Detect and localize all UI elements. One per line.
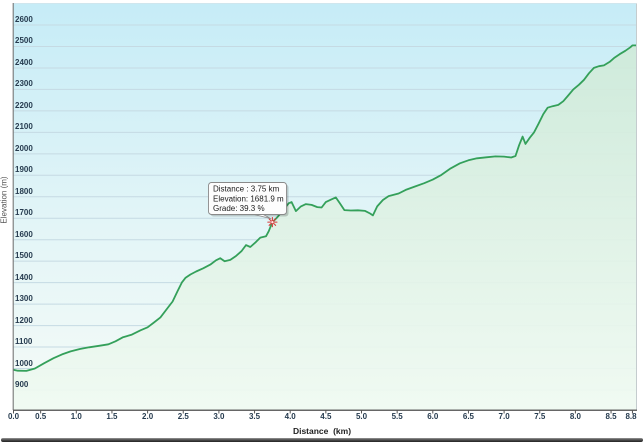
tooltip-callout: Distance : 3.75 km Elevation: 1681.9 m G… — [208, 182, 289, 220]
y-axis-title: Elevation (m) — [0, 176, 9, 224]
y-tick-label: 1200 — [15, 315, 33, 325]
tooltip-distance: Distance : 3.75 km — [213, 185, 280, 194]
y-tick-label: 1600 — [15, 229, 33, 239]
y-tick-label: 1300 — [15, 294, 33, 304]
x-tick-label: 5.5 — [391, 412, 403, 421]
y-tick-label: 1800 — [15, 186, 33, 196]
x-tick-label: 1.5 — [106, 412, 118, 421]
x-tick-label: 8.0 — [569, 412, 581, 421]
x-tick-label: 0.5 — [35, 412, 47, 421]
y-tick-label: 1500 — [15, 251, 33, 261]
tooltip-box — [208, 182, 287, 215]
x-tick-label: 6.5 — [462, 412, 474, 421]
window-bottom-edge — [1, 438, 643, 442]
elevation-area-fill — [13, 45, 637, 410]
elevation-series — [13, 44, 637, 410]
y-tick-label: 1900 — [15, 165, 33, 175]
x-tick-label: 0.0 — [7, 412, 20, 421]
y-tick-label: 2100 — [15, 122, 33, 132]
y-tick-label: 1700 — [15, 208, 33, 218]
x-tick-label: 8.8 — [625, 412, 637, 421]
x-tick-label: 4.0 — [284, 412, 296, 421]
x-tick-label: 7.0 — [498, 412, 510, 421]
x-axis-ticks — [13, 410, 633, 414]
y-tick-label: 2600 — [15, 15, 33, 24]
y-tick-label: 1000 — [15, 358, 33, 368]
x-axis-title: Distance (km) — [292, 426, 352, 436]
x-tick-label: 3.0 — [213, 412, 225, 421]
x-tick-label: 3.5 — [248, 412, 261, 421]
x-tick-label: 5.0 — [355, 412, 368, 421]
tooltip-elevation: Elevation: 1681.9 m — [213, 194, 284, 203]
y-tick-label: 2500 — [15, 36, 33, 46]
y-tick-label: 900 — [15, 380, 29, 389]
tooltip-grade: Grade: 39.3 % — [213, 204, 265, 213]
x-tick-label: 1.0 — [70, 412, 82, 421]
y-tick-label: 2400 — [15, 57, 33, 67]
x-tick-label: 2.5 — [177, 412, 189, 421]
x-tick-label: 2.0 — [142, 412, 154, 421]
x-tick-label: 8.5 — [605, 412, 617, 421]
selected-point-marker — [267, 216, 278, 228]
x-tick-label: 7.5 — [534, 412, 546, 421]
y-tick-label: 1100 — [15, 337, 33, 347]
y-tick-label: 2300 — [15, 79, 33, 89]
y-tick-label: 2000 — [15, 143, 33, 153]
y-tick-label: 2200 — [15, 100, 33, 110]
x-tick-label: 4.5 — [320, 412, 332, 421]
elevation-line — [13, 44, 637, 372]
y-tick-label: 1400 — [15, 272, 33, 282]
x-tick-label: 6.0 — [427, 412, 439, 421]
